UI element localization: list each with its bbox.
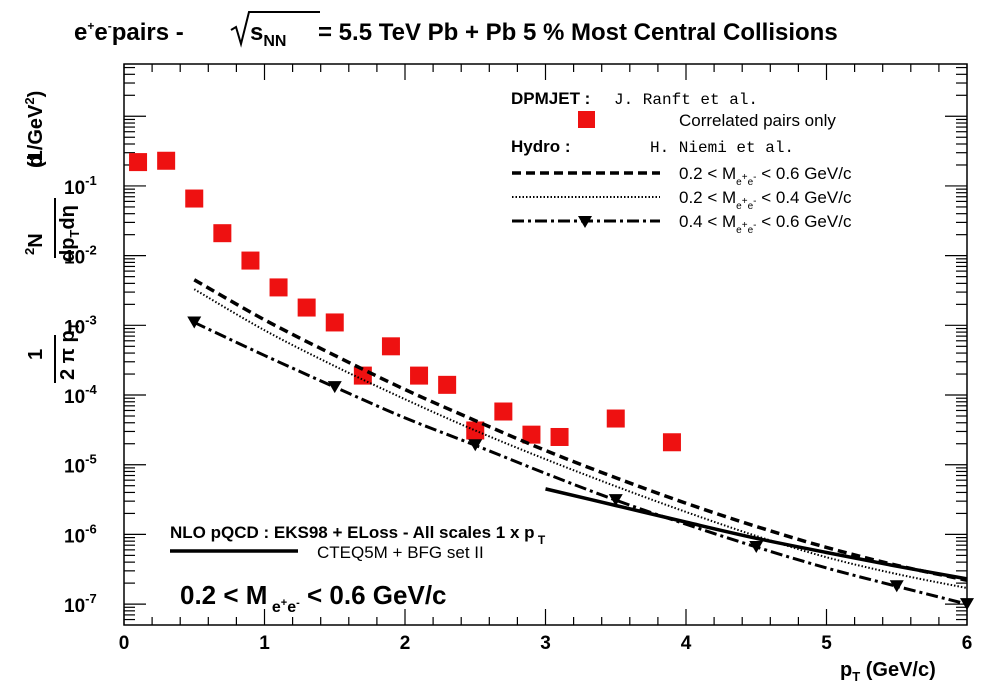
data-point-correlated [606,409,625,428]
legend-row-3: 0.4 < Me+e- < 0.6 GeV/c [679,212,852,236]
legend-triangle-marker [578,216,592,228]
series-line-solid [545,487,968,581]
x-tick-label: 6 [962,633,973,654]
legend-dpmjet-ref: J. Ranft et al. [614,91,758,109]
x-tick-label: 2 [400,633,411,654]
svg-text:d: d [25,155,47,167]
svg-text:sNN: sNN [250,19,286,50]
legend-marker-correlated [578,111,595,128]
data-point-triangle [749,540,764,553]
svg-text:2N: 2N [22,233,47,255]
y-tick-label: 10-3 [64,312,97,338]
legend: DPMJET : J. Ranft et al. Correlated pair… [511,89,852,236]
data-point-correlated [410,366,429,385]
mass-window-label: 0.2 < M e+e- < 0.6 GeV/c [180,580,447,616]
legend-hydro-label: Hydro : [511,137,571,156]
series-line-dashed [193,278,968,582]
data-point-correlated [185,189,204,208]
svg-text:1: 1 [25,349,47,360]
legend-cteq-label: CTEQ5M + BFG set II [317,543,484,562]
legend-hydro-ref: H. Niemi et al. [650,139,794,157]
y-tick-label: 10-6 [64,521,97,547]
data-point-triangle [889,580,904,593]
svg-text:2 π pT: 2 π pT [57,322,82,380]
y-tick-label: 10-1 [64,173,97,199]
data-point-correlated [157,151,176,170]
y-tick-label: 10-4 [64,382,97,408]
data-point-correlated [213,224,232,243]
x-tick-label: 4 [681,633,692,654]
svg-text:dpTdη: dpTdη [57,205,82,262]
x-tick-label: 3 [540,633,551,654]
y-axis-label: 1 2 π pT 2N dpTdη d (1/GeV2) [22,91,82,383]
data-point-correlated [522,425,541,444]
data-point-correlated [353,366,372,385]
data-layer [129,151,974,611]
x-tick-label: 0 [119,633,130,654]
data-point-triangle [327,381,342,394]
x-tick-label: 1 [259,633,270,654]
y-tick-label: 10-5 [64,452,97,478]
data-point-triangle [608,494,623,507]
legend-row-2: 0.2 < Me+e- < 0.4 GeV/c [679,188,852,212]
x-axis-label: pT (GeV/c) [840,659,936,684]
y-tick-label: 10-2 [64,243,97,269]
title-sqrt-s: s [250,19,263,46]
data-point-triangle [468,439,483,452]
svg-text:e+e-pairs -: e+e-pairs - [74,19,184,46]
legend-nlo-label: NLO pQCD : EKS98 + ELoss - All scales 1 … [170,523,546,547]
data-point-correlated [297,298,316,317]
sqrt-sign [230,11,320,48]
data-point-correlated [129,153,148,172]
axes-layer: 0 1 2 3 4 5 6 10-1 10-2 10-3 10-4 10-5 10-6 10-7 [64,64,972,654]
data-point-correlated [269,278,288,297]
legend-dpmjet-label: DPMJET : [511,89,590,108]
data-point-correlated [550,427,569,446]
svg-text:(1/GeV2): (1/GeV2) [22,91,47,168]
data-point-correlated [662,433,681,452]
data-point-correlated [381,337,400,356]
data-point-triangle [960,598,974,611]
legend-correlated-label: Correlated pairs only [679,111,836,130]
y-tick-label: 10-7 [64,591,97,617]
title-particle: e [74,19,87,46]
data-point-triangle [187,316,202,329]
title-sqrt-sub: NN [263,33,286,50]
chart-title: e+e-pairs - sNN = 5.5 TeV Pb + Pb 5 % Mo… [74,11,838,50]
legend-row-1: 0.2 < Me+e- < 0.6 GeV/c [679,164,852,188]
title-main: pairs - [112,19,184,46]
legend-nlo: NLO pQCD : EKS98 + ELoss - All scales 1 … [170,523,546,616]
x-tick-label: 5 [821,633,832,654]
data-point-correlated [438,375,457,394]
data-point-correlated [466,421,485,440]
title-rest: = 5.5 TeV Pb + Pb 5 % Most Central Colli… [318,19,838,46]
data-point-correlated [494,402,513,421]
series-line-dotted [193,288,968,590]
y-unit: (1/GeV [25,104,47,168]
data-point-correlated [241,251,260,270]
data-point-correlated [325,313,344,332]
series-line-dashdot [193,321,968,606]
